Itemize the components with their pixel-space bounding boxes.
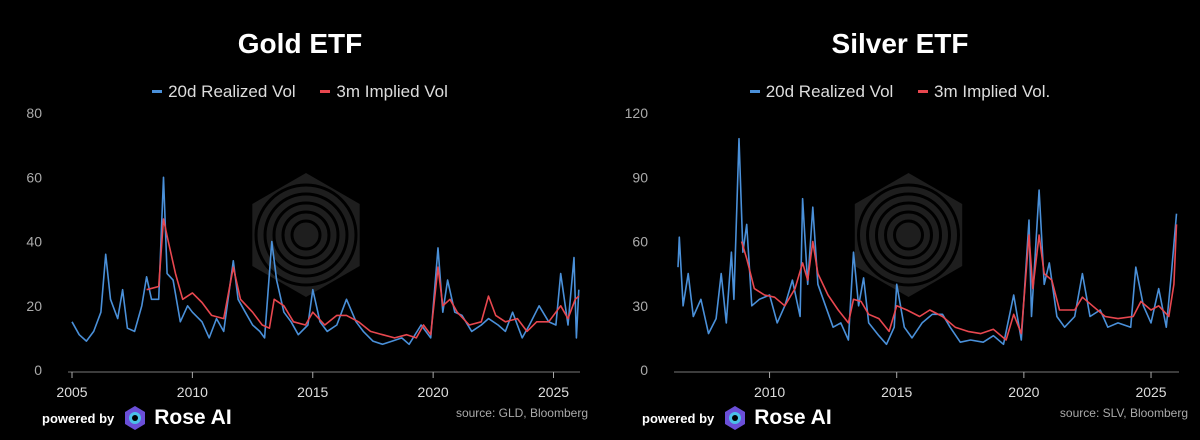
legend-label: 3m Implied Vol <box>336 81 448 101</box>
legend-label: 3m Implied Vol. <box>934 81 1051 101</box>
chart-title: Gold ETF <box>237 28 363 59</box>
silver-etf-chart: Silver ETF 20d Realized Vol 3m Implied V… <box>600 0 1200 440</box>
watermark-logo-icon <box>854 173 963 297</box>
y-tick-label: 0 <box>34 362 42 378</box>
x-tick-label: 2025 <box>538 384 569 400</box>
y-tick-label: 120 <box>625 105 649 121</box>
legend-label: 20d Realized Vol <box>168 81 296 101</box>
x-tick-label: 2015 <box>881 384 912 400</box>
plot-area: 2005 2010 2015 2020 2025 0 20 40 60 80 <box>26 105 580 400</box>
x-tick-label: 2015 <box>297 384 328 400</box>
x-tick-label: 2020 <box>418 384 449 400</box>
plot-area: 2010 2015 2020 2025 0 30 60 90 120 <box>625 105 1179 400</box>
brand-name: Rose AI <box>154 406 232 429</box>
y-tick-label: 80 <box>26 105 42 121</box>
legend-item-realized: 20d Realized Vol <box>749 81 894 102</box>
rose-ai-logo-icon <box>725 406 746 430</box>
y-tick-label: 60 <box>632 234 648 250</box>
brand-name: Rose AI <box>754 406 832 429</box>
legend-item-implied: 3m Implied Vol. <box>918 82 1050 102</box>
x-tick-label: 2005 <box>56 384 87 400</box>
y-tick-label: 90 <box>632 169 648 185</box>
legend: 20d Realized Vol 3m Implied Vol. <box>600 78 1200 102</box>
legend-item-implied: 3m Implied Vol <box>320 82 448 102</box>
y-tick-label: 60 <box>26 169 42 185</box>
powered-by-label: powered by <box>42 410 115 426</box>
x-tick-label: 2010 <box>754 384 785 400</box>
y-tick-label: 30 <box>632 298 648 314</box>
watermark-logo-icon <box>252 173 360 297</box>
implied-vol-line <box>740 224 1178 341</box>
y-tick-label: 0 <box>640 362 648 378</box>
rose-ai-logo-icon <box>125 406 146 430</box>
chart-title: Silver ETF <box>831 28 969 59</box>
powered-by: powered by Rose AI <box>42 405 232 431</box>
powered-by: powered by Rose AI <box>642 405 832 431</box>
y-tick-label: 20 <box>26 298 42 314</box>
realized-vol-line <box>71 176 580 346</box>
x-tick-label: 2025 <box>1135 384 1166 400</box>
legend-swatch <box>152 90 163 93</box>
legend-swatch <box>918 90 929 93</box>
realized-vol-line <box>677 137 1178 346</box>
implied-vol-line <box>146 218 580 339</box>
x-tick-label: 2010 <box>177 384 208 400</box>
source-note: source: SLV, Bloomberg <box>1059 406 1188 420</box>
source-note: source: GLD, Bloomberg <box>455 406 588 420</box>
legend: 20d Realized Vol 3m Implied Vol <box>0 78 600 102</box>
gold-etf-chart: Gold ETF 20d Realized Vol 3m Implied Vol… <box>0 28 600 431</box>
y-tick-label: 40 <box>26 234 42 250</box>
x-tick-label: 2020 <box>1008 384 1039 400</box>
legend-label: 20d Realized Vol <box>765 81 894 101</box>
legend-swatch <box>320 90 331 93</box>
legend-item-realized: 20d Realized Vol <box>152 82 296 102</box>
legend-swatch <box>749 90 760 93</box>
powered-by-label: powered by <box>642 410 715 426</box>
